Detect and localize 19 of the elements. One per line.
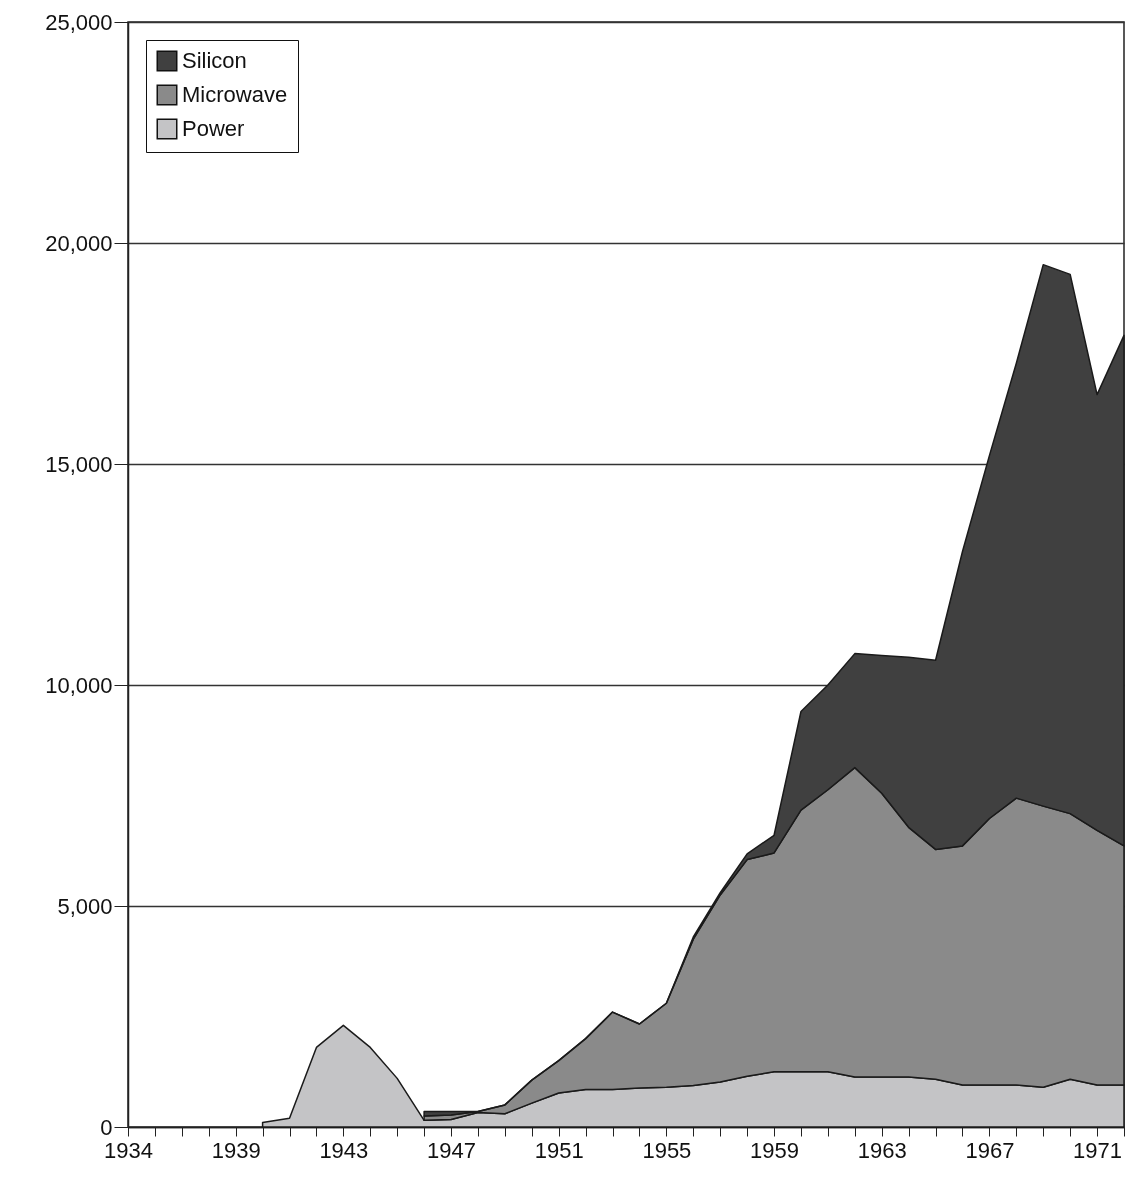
legend-label: Silicon (182, 48, 247, 73)
x-tick-label: 1939 (211, 1137, 261, 1163)
y-tick-label: 0 (100, 1114, 113, 1140)
y-tick-label: 25,000 (45, 9, 113, 35)
x-tick-label: 1967 (965, 1137, 1015, 1163)
legend-label: Power (182, 116, 245, 141)
x-tick-label: 1951 (534, 1137, 584, 1163)
x-tick-label: 1959 (750, 1137, 800, 1163)
y-tick-label: 15,000 (45, 451, 113, 477)
y-tick-label: 5,000 (57, 893, 113, 919)
x-tick-label: 1934 (104, 1137, 153, 1163)
x-tick-label: 1971 (1073, 1137, 1123, 1163)
y-tick-label: 20,000 (45, 230, 113, 256)
x-tick-label: 1947 (427, 1137, 476, 1163)
x-tick-label: 1943 (319, 1137, 369, 1163)
y-tick-label: 10,000 (45, 672, 113, 698)
x-tick-label: 1955 (642, 1137, 692, 1163)
legend-label: Microwave (182, 82, 288, 107)
x-tick-label: 1963 (857, 1137, 907, 1163)
